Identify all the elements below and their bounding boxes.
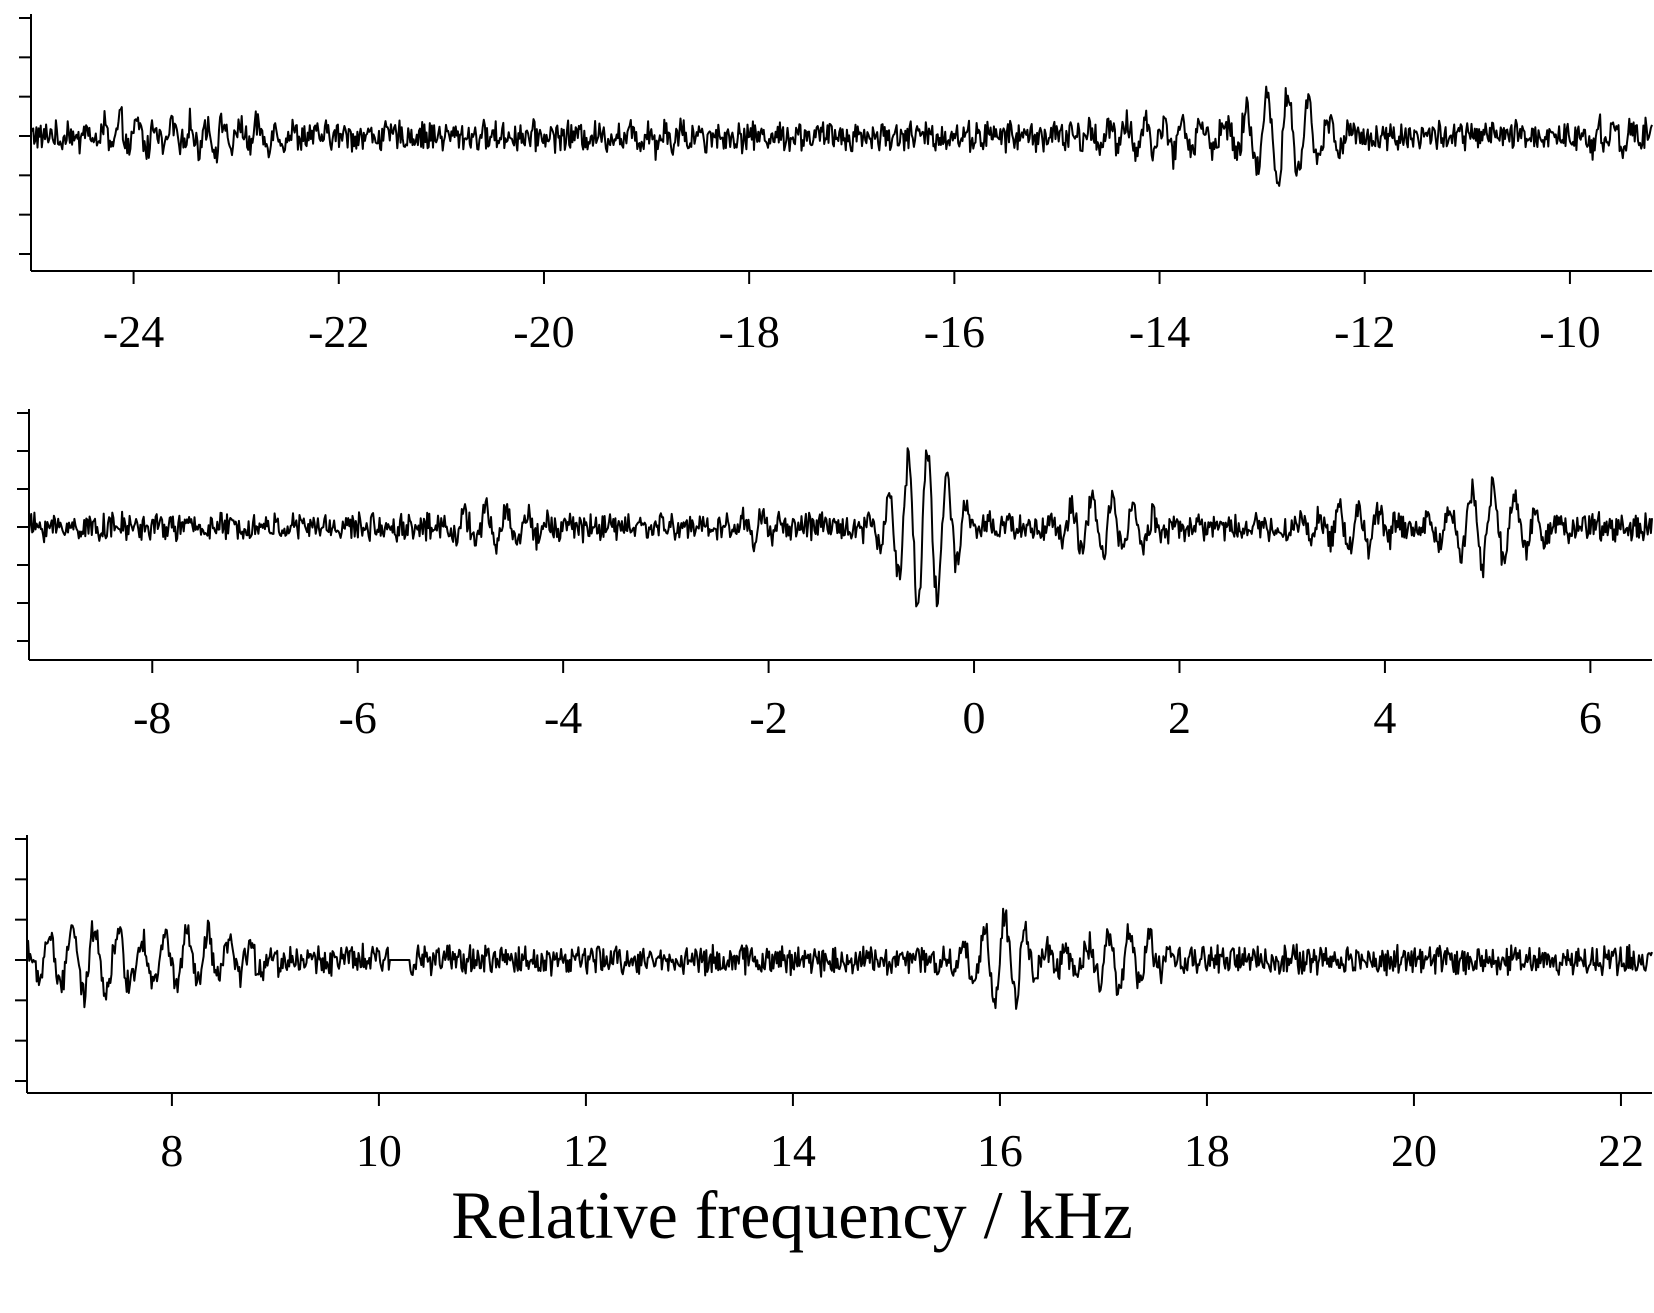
x-tick-label: 2: [1168, 692, 1191, 743]
x-tick-label: -20: [513, 306, 574, 357]
spectrum-trace: [26, 907, 1653, 1010]
x-tick-label: 16: [977, 1125, 1023, 1176]
x-tick-label: 6: [1579, 692, 1602, 743]
x-tick-label: 22: [1598, 1125, 1644, 1176]
panel-middle: -8 -6 -4 -2 0 2 4 6: [17, 409, 1653, 743]
x-axis-title: Relative frequency / kHz: [451, 1177, 1133, 1253]
panel-top: -24 -22 -20 -18 -16 -14 -12 -10: [19, 14, 1653, 357]
x-tick-label: 8: [160, 1125, 183, 1176]
x-tick-label: 14: [770, 1125, 816, 1176]
x-tick-label: -22: [308, 306, 369, 357]
x-tick-label: 0: [963, 692, 986, 743]
x-tick-label: -6: [339, 692, 377, 743]
x-tick-label: -14: [1129, 306, 1190, 357]
spectrum-trace: [28, 447, 1653, 608]
x-tick-label: 10: [356, 1125, 402, 1176]
x-tick-label: -24: [103, 306, 164, 357]
x-tick-label: -18: [719, 306, 780, 357]
x-tick-label: -4: [544, 692, 582, 743]
x-tick-label: 4: [1373, 692, 1396, 743]
x-tick-label: -12: [1334, 306, 1395, 357]
x-tick-label: 20: [1391, 1125, 1437, 1176]
panel-bottom: 8 10 12 14 16 18 20 22: [15, 835, 1653, 1176]
x-tick-label: 18: [1184, 1125, 1230, 1176]
x-tick-label: -16: [924, 306, 985, 357]
x-tick-label: -8: [133, 692, 171, 743]
x-tick-label: -10: [1539, 306, 1600, 357]
x-tick-label: 12: [563, 1125, 609, 1176]
spectrum-trace: [30, 85, 1653, 187]
x-tick-label: -2: [749, 692, 787, 743]
